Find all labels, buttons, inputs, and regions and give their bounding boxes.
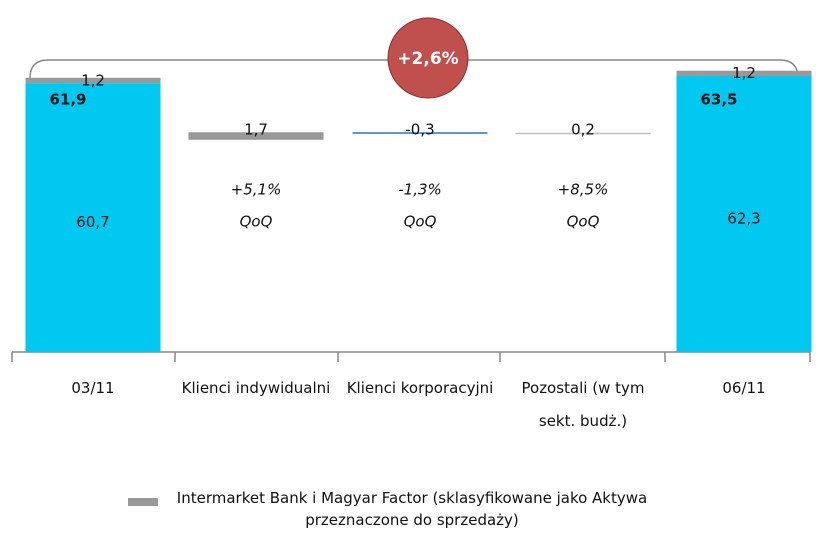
bar-segment [25,77,161,84]
x-tick-label: Klienci indywidualni [181,379,331,397]
bar-segment [25,83,161,352]
value-label: 62,3 [727,210,760,228]
growth-unit: QoQ [404,213,437,231]
x-tick-label: Klienci korporacyjni [346,379,494,397]
change-label: 0,2 [571,121,595,139]
growth-unit: QoQ [567,213,600,231]
bar-segment [676,70,812,77]
x-tick-label: Pozostali (w tym sekt. budż.) [521,379,645,430]
total-label: 63,5 [700,91,737,109]
annotation-text: +2,6% [397,49,458,69]
value-label: 60,7 [76,213,109,231]
change-bar [515,132,651,135]
legend-text: Intermarket Bank i Magyar Factor (sklasy… [176,489,648,529]
growth-unit: QoQ [240,213,273,231]
growth-label: +8,5% [558,181,609,199]
x-tick-label: 03/11 [71,379,115,397]
growth-label: -1,3% [398,181,442,199]
total-label: 61,9 [49,91,86,109]
x-tick-label: 06/11 [722,379,766,397]
change-bar [352,132,488,134]
value-label: 1,2 [732,64,756,82]
bar-segment [676,76,812,353]
change-bar [188,132,324,140]
legend-swatch [128,498,158,506]
value-label: 1,2 [81,71,105,89]
change-label: -0,3 [405,121,434,139]
change-label: 1,7 [244,121,268,139]
annotation-badge [387,17,469,99]
growth-label: +5,1% [231,181,282,199]
